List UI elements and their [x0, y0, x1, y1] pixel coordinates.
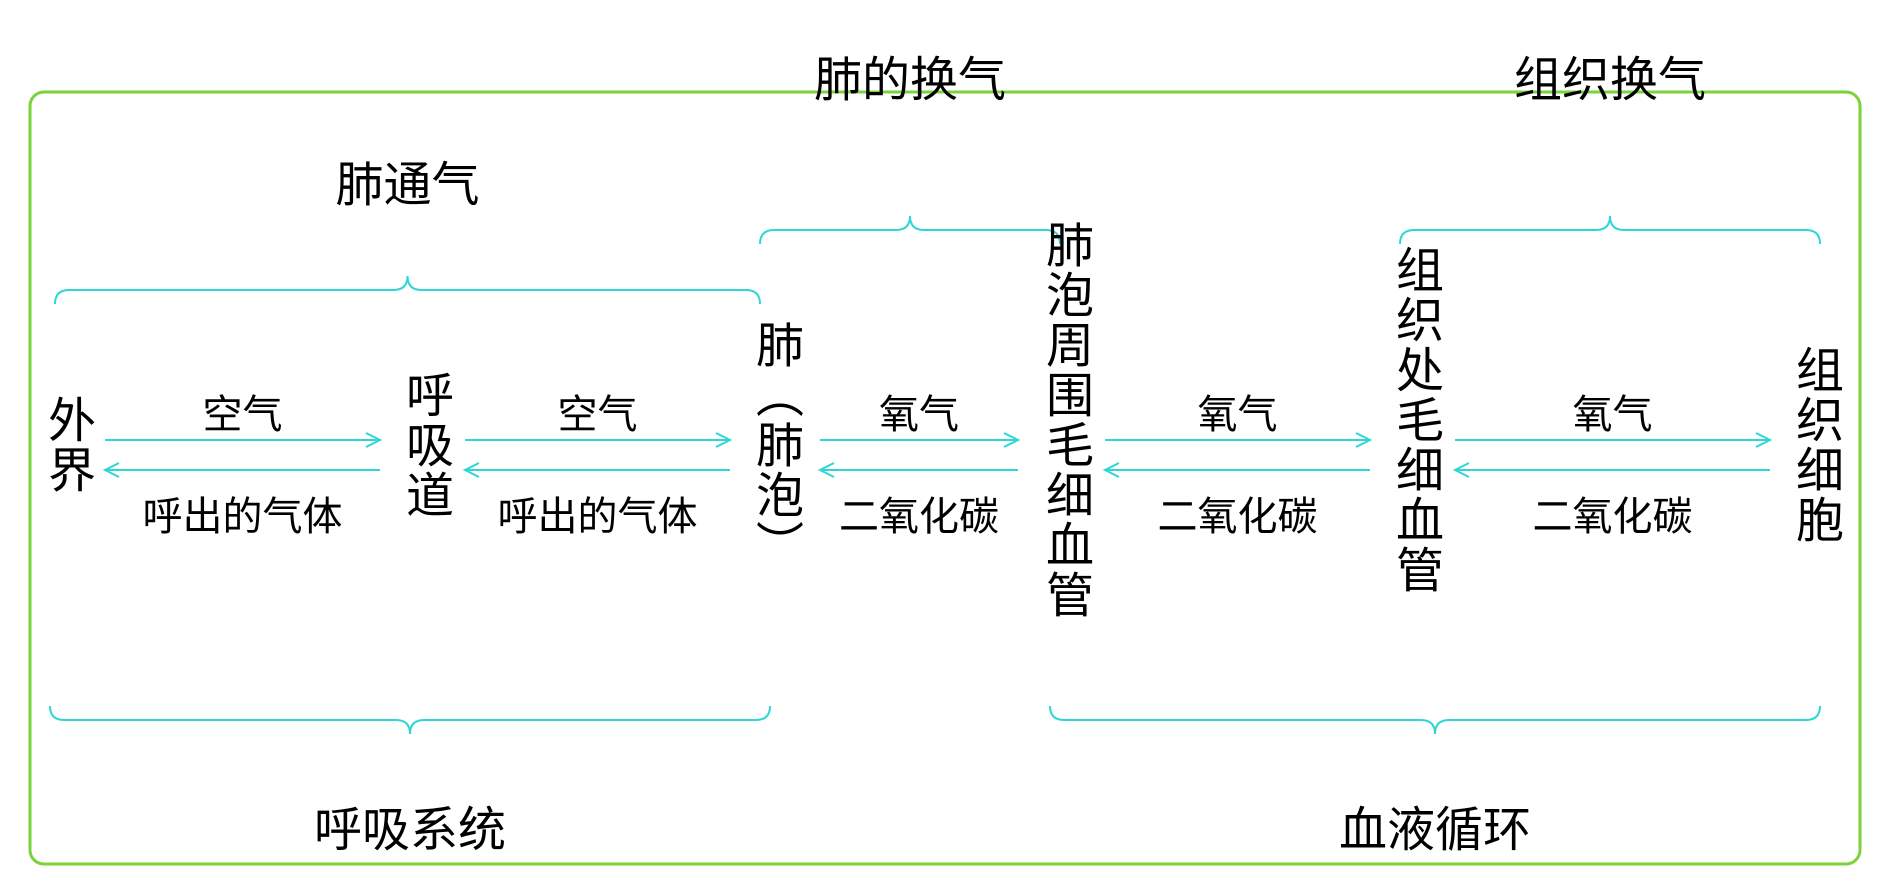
edge-alv_cap-tis_cap-bottom-label: 二氧化碳: [1158, 484, 1318, 542]
edge-env-airway-bottom-label: 呼出的气体: [143, 484, 343, 542]
edge-lung-alv_cap-bottom-label: 二氧化碳: [839, 484, 999, 542]
node-airway: 呼吸道: [400, 370, 448, 520]
group-label-ventilation: 肺通气: [335, 145, 479, 215]
group-label-tissue_exchange: 组织换气: [1514, 40, 1706, 110]
edge-tis_cap-tissue-bottom-label: 二氧化碳: [1533, 484, 1693, 542]
node-alv_cap: 肺泡周围毛细血管: [1040, 220, 1088, 620]
node-tis_cap: 组织处毛细血管: [1390, 245, 1438, 595]
edge-tis_cap-tissue-top-label: 氧气: [1573, 382, 1653, 440]
node-lung: 肺（肺泡）: [750, 320, 798, 570]
diagram-svg-layer: [0, 0, 1889, 893]
group-label-circulation: 血液循环: [1339, 790, 1531, 860]
edge-airway-lung-top-label: 空气: [558, 382, 638, 440]
edge-airway-lung-bottom-label: 呼出的气体: [498, 484, 698, 542]
edge-lung-alv_cap-top-label: 氧气: [879, 382, 959, 440]
node-env: 外界: [42, 395, 90, 495]
node-tissue: 组织细胞: [1790, 345, 1838, 545]
group-label-resp_system: 呼吸系统: [314, 790, 506, 860]
edge-env-airway-top-label: 空气: [203, 382, 283, 440]
group-label-lung_exchange: 肺的换气: [814, 40, 1006, 110]
edge-alv_cap-tis_cap-top-label: 氧气: [1198, 382, 1278, 440]
